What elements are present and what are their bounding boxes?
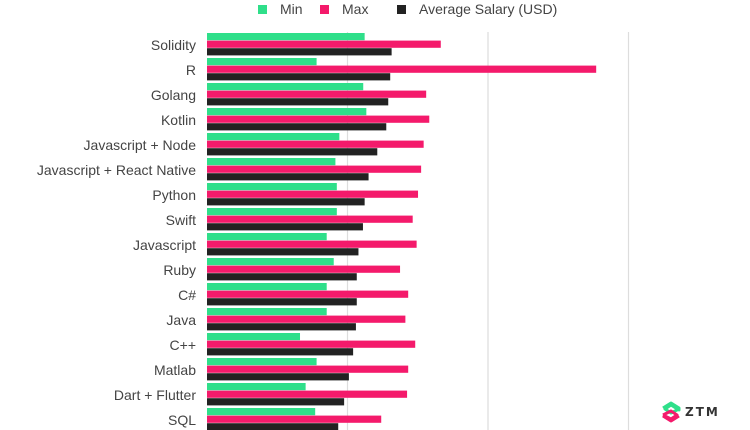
legend-swatch-min [258,4,267,14]
bar-min-7 [207,208,337,216]
bar-average-salary-usd-0 [207,48,392,56]
legend-label-average: Average Salary (USD) [419,1,558,17]
category-label: Swift [166,212,196,228]
bar-min-0 [207,33,365,41]
bar-min-11 [207,308,327,316]
bar-average-salary-usd-2 [207,98,389,106]
bar-average-salary-usd-9 [207,273,357,281]
category-label: Kotlin [161,112,196,128]
legend-label-min: Min [280,1,303,17]
bar-average-salary-usd-7 [207,223,363,231]
bar-min-10 [207,283,327,291]
legend-item-min[interactable]: Min [258,1,303,17]
category-label: Python [152,187,196,203]
bar-max-13 [207,365,409,373]
legend-swatch-max [320,4,329,14]
bar-min-3 [207,108,367,116]
bar-max-11 [207,315,406,323]
bar-max-4 [207,140,424,148]
bar-average-salary-usd-1 [207,73,391,81]
bar-min-9 [207,258,334,266]
bar-max-5 [207,165,422,173]
bar-max-14 [207,390,408,398]
bar-max-3 [207,115,430,123]
legend-item-average[interactable]: Average Salary (USD) [397,1,557,17]
bar-min-13 [207,358,317,366]
category-labels: Solidity R Golang Kotlin Javascript + Node Ja… [37,37,196,428]
bar-max-2 [207,90,427,98]
bar-min-5 [207,158,336,166]
bar-average-salary-usd-11 [207,323,356,331]
bar-average-salary-usd-5 [207,173,369,181]
category-label: R [186,62,196,78]
chart-legend: Min Max Average Salary (USD) [0,0,750,22]
category-label: Ruby [163,262,196,278]
bar-average-salary-usd-3 [207,123,387,131]
category-label: Matlab [154,362,196,378]
category-label: SQL [168,412,196,428]
bar-average-salary-usd-6 [207,198,365,206]
bar-max-10 [207,290,409,298]
legend-swatch-average [397,4,406,14]
bar-max-8 [207,240,417,248]
bar-min-8 [207,233,327,241]
category-label: Javascript + React Native [37,162,196,178]
bar-average-salary-usd-8 [207,248,359,256]
bars [207,33,597,430]
ztm-logo: ZTM [660,400,720,424]
bar-max-7 [207,215,413,223]
legend-item-max[interactable]: Max [320,1,368,17]
bar-average-salary-usd-4 [207,148,378,156]
bar-min-15 [207,408,316,416]
bar-max-6 [207,190,419,198]
bar-average-salary-usd-14 [207,398,345,406]
bar-min-4 [207,133,340,141]
bar-average-salary-usd-13 [207,373,349,381]
bar-min-12 [207,333,301,341]
bar-min-14 [207,383,306,391]
category-label: Java [166,312,196,328]
category-label: Solidity [151,37,196,53]
category-label: C++ [170,337,196,353]
bar-average-salary-usd-15 [207,423,339,430]
bar-max-9 [207,265,401,273]
ztm-logo-icon [662,401,681,423]
legend-label-max: Max [342,1,369,17]
bar-min-1 [207,58,317,66]
bar-min-2 [207,83,364,91]
bar-average-salary-usd-12 [207,348,354,356]
bar-max-1 [207,65,597,73]
category-label: Javascript + Node [84,137,197,153]
bar-max-15 [207,415,382,423]
bar-min-6 [207,183,337,191]
logo-text: ZTM [685,405,720,419]
bar-max-12 [207,340,416,348]
bar-max-0 [207,40,441,48]
category-label: Golang [151,87,196,103]
bar-average-salary-usd-10 [207,298,357,306]
category-label: C# [178,287,196,303]
category-label: Javascript [133,237,196,253]
category-label: Dart + Flutter [114,387,196,403]
